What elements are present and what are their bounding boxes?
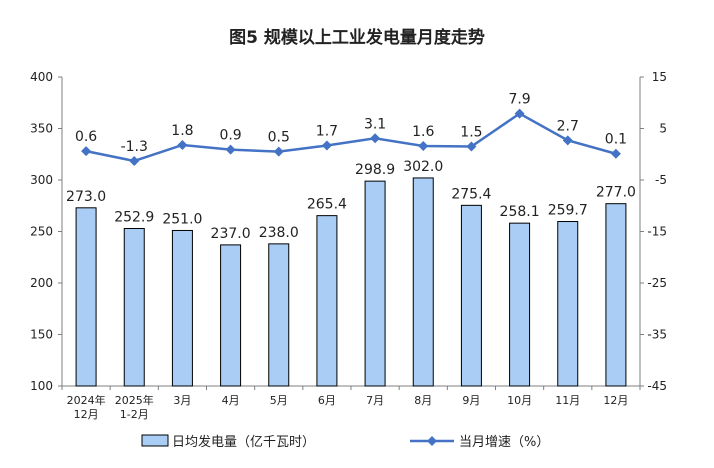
bar-value-label: 273.0 (66, 189, 106, 205)
bar-value-label: 258.1 (500, 204, 540, 220)
bar-value-label: 259.7 (548, 203, 588, 219)
legend-line-marker (427, 436, 437, 446)
bar (268, 243, 290, 387)
x-tick-label: 7月 (366, 394, 384, 407)
bar-value-label: 298.9 (355, 162, 395, 178)
left-tick-label: 300 (30, 173, 53, 187)
x-tick-label: 3月 (173, 394, 191, 407)
plot-area: 100 150 200 250 300 350 400 -45 -35 -25 -15 -5 5 15 20… (30, 70, 667, 421)
bar-value-label: 237.0 (211, 226, 251, 242)
line-point (273, 146, 284, 157)
left-tick-label: 350 (30, 122, 53, 136)
x-tick-label: 11月 (555, 394, 580, 407)
bar (509, 222, 531, 387)
line-point (81, 146, 92, 157)
line-point (321, 140, 332, 151)
right-tick-label: -25 (647, 276, 667, 290)
right-tick-label: 15 (652, 70, 667, 84)
legend: 日均发电量（亿千瓦时） 当月增速（%） (141, 434, 549, 450)
growth-line (85, 112, 617, 163)
x-tick-label: 2025年 (115, 393, 154, 407)
line-value-label: 1.7 (316, 123, 338, 139)
line-point (129, 155, 140, 166)
x-tick-label: 4月 (222, 394, 240, 407)
x-tick-label: 5月 (270, 394, 288, 407)
right-tick-label: 5 (659, 122, 667, 136)
legend-line-label: 当月增速（%） (459, 435, 549, 450)
bar (557, 221, 579, 387)
line-value-label: 1.8 (171, 123, 193, 139)
line-point (514, 108, 525, 119)
left-tick-label: 200 (30, 276, 53, 290)
x-tick-label: 9月 (462, 394, 480, 407)
left-tick-label: 150 (30, 328, 53, 342)
bar (460, 204, 482, 387)
right-tick-label: -5 (655, 173, 667, 187)
bar-value-label: 302.0 (403, 159, 443, 175)
line-point (225, 144, 236, 155)
right-tick-label: -45 (647, 379, 667, 393)
chart-title: 图5 规模以上工业发电量月度走势 (229, 27, 485, 48)
line-value-label: 7.9 (508, 92, 530, 108)
bar-value-label: 238.0 (259, 225, 299, 241)
line-point (418, 141, 429, 152)
x-tick-label: 8月 (414, 394, 432, 407)
bar (412, 177, 434, 387)
left-tick-label: 400 (30, 70, 53, 84)
right-tick-label: -35 (647, 328, 667, 342)
legend-bar-swatch (141, 434, 169, 447)
bar (364, 180, 386, 387)
bar (220, 244, 242, 387)
bar-value-label: 275.4 (451, 186, 491, 202)
bar (605, 203, 627, 387)
bar (316, 215, 338, 387)
bar (75, 207, 97, 387)
line-value-label: 1.5 (460, 125, 482, 141)
line-value-label: 0.9 (219, 128, 241, 144)
x-tick-label: 1-2月 (120, 408, 149, 421)
legend-bar-label: 日均发电量（亿千瓦时） (172, 434, 315, 450)
right-tick-label: -15 (647, 225, 667, 239)
x-tick-label: 6月 (318, 394, 336, 407)
line-point (610, 148, 621, 159)
line-value-label: 3.1 (364, 116, 386, 132)
line-point (177, 139, 188, 150)
x-tick-label: 10月 (507, 394, 532, 407)
line-point (466, 141, 477, 152)
line-value-label: 0.6 (75, 129, 97, 145)
line-point (370, 133, 381, 144)
bar (171, 229, 193, 387)
x-tick-label: 12月 (603, 394, 628, 407)
bar-value-label: 265.4 (307, 197, 347, 213)
bar (123, 228, 145, 387)
x-tick-label: 2024年 (67, 393, 106, 407)
x-tick-label: 12月 (74, 408, 99, 421)
line-value-label: 2.7 (557, 118, 579, 134)
line-value-label: 0.5 (268, 130, 290, 146)
line-point (562, 135, 573, 146)
bar-value-label: 251.0 (162, 211, 202, 227)
left-tick-label: 100 (30, 379, 53, 393)
line-value-label: -1.3 (121, 139, 148, 155)
line-value-label: 0.1 (605, 132, 627, 148)
bar-value-label: 277.0 (596, 185, 636, 201)
left-tick-label: 250 (30, 225, 53, 239)
bar-value-label: 252.9 (114, 210, 154, 226)
line-value-label: 1.6 (412, 124, 434, 140)
